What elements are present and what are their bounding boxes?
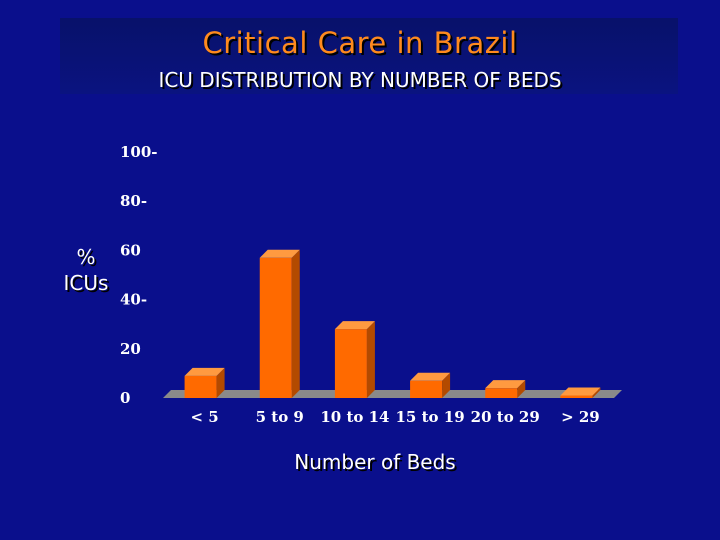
bar xyxy=(334,321,375,398)
y-tick-label: 0 xyxy=(120,389,130,407)
x-tick-label: 15 to 19 xyxy=(396,408,465,426)
bar-side xyxy=(442,372,451,398)
x-tick-label: < 5 xyxy=(190,408,218,426)
bar-side xyxy=(517,380,526,398)
bar-top xyxy=(485,380,526,389)
x-tick-label: > 29 xyxy=(561,408,600,426)
slide-title: Critical Care in Brazil xyxy=(202,26,518,60)
y-tick-label: 20 xyxy=(120,340,141,358)
x-ticks-group: < 5 5 to 9 10 to 14 15 to 19 20 to 29 > 29 xyxy=(190,408,599,426)
x-axis-label: Number of Beds xyxy=(294,450,456,474)
slide-subtitle: ICU DISTRIBUTION BY NUMBER OF BEDS xyxy=(158,68,562,92)
bar xyxy=(184,367,225,398)
y-tick-label: 100- xyxy=(120,143,158,161)
bar-side xyxy=(291,249,300,398)
y-axis-label-line-1: % xyxy=(76,245,96,269)
bar-side xyxy=(216,367,225,398)
bar xyxy=(410,372,451,398)
bar-top xyxy=(259,249,300,258)
y-tick-label: 60 xyxy=(120,241,141,259)
bar-front xyxy=(410,380,443,398)
bar-top xyxy=(560,387,601,396)
x-tick-label: 10 to 14 xyxy=(320,408,389,426)
bar-side xyxy=(592,387,601,398)
bar-front xyxy=(259,257,292,398)
y-tick-label: 80- xyxy=(120,192,147,210)
chart-floor-plane xyxy=(163,390,622,398)
title-band xyxy=(60,18,678,94)
bar-top xyxy=(410,372,451,381)
y-tick-label: 40- xyxy=(120,291,147,309)
x-tick-label: 20 to 29 xyxy=(471,408,540,426)
y-ticks-group: 0 20 40- 60 80- 100- xyxy=(120,143,158,407)
chart-floor xyxy=(163,390,622,398)
bar-side xyxy=(366,321,375,398)
x-tick-label: 5 to 9 xyxy=(256,408,304,426)
bar-front xyxy=(334,329,367,398)
y-axis-label-line-2: ICUs xyxy=(63,271,109,295)
bar xyxy=(259,249,300,398)
bar-top xyxy=(184,367,225,376)
bar xyxy=(485,380,526,398)
bar-front xyxy=(184,375,217,398)
bar-top xyxy=(334,321,375,330)
bar xyxy=(560,387,601,398)
bar-front xyxy=(560,395,593,398)
bar-front xyxy=(485,388,518,398)
y-axis-label: % ICUs xyxy=(46,244,126,296)
bars-group xyxy=(184,249,601,398)
